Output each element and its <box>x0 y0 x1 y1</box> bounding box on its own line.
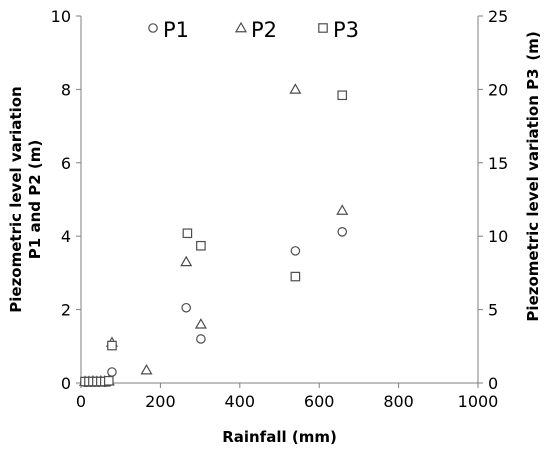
x-tick-label: 200 <box>145 392 176 411</box>
x-tick-label: 1000 <box>458 392 499 411</box>
legend-marker-p2 <box>234 21 248 33</box>
axis-titles: Rainfall (mm) Piezometric level variatio… <box>7 31 542 446</box>
data-point-p3 <box>182 228 193 239</box>
right-y-tick-label: 10 <box>488 227 508 246</box>
data-point-p3 <box>103 375 114 386</box>
right-y-tick-label: 15 <box>488 154 508 173</box>
left-y-tick-label: 8 <box>61 80 71 99</box>
data-point-p3 <box>107 340 117 351</box>
right-y-tick-label: 20 <box>488 80 508 99</box>
x-tick-label: 400 <box>225 392 256 411</box>
legend-label-p3: P3 <box>333 18 359 42</box>
legend-item-p3: P3 <box>318 18 359 42</box>
right-y-axis-title-line1: Piezometric level variation P3 <box>524 68 542 321</box>
legend-item-p2: P2 <box>234 18 277 42</box>
left-y-tick-label: 10 <box>51 7 71 26</box>
right-y-tick-label: 0 <box>488 374 498 393</box>
left-y-tick-label: 6 <box>61 154 71 173</box>
axes <box>76 15 483 388</box>
data-point-p3 <box>337 90 348 101</box>
data-point-p1 <box>196 334 206 344</box>
left-y-tick-label: 0 <box>61 374 71 393</box>
data-point-p1 <box>181 302 192 313</box>
left-y-axis-title-line2: P1 and P2 (m) <box>26 140 44 259</box>
data-point-p2 <box>289 83 302 94</box>
x-tick-label: 600 <box>304 392 335 411</box>
left-y-axis-title-line1: Piezometric level variation <box>7 86 25 312</box>
legend-label-p2: P2 <box>251 18 277 42</box>
data-point-p2 <box>140 363 153 375</box>
right-y-tick-label: 5 <box>488 301 498 320</box>
data-point-p1 <box>337 226 348 237</box>
x-axis-title: Rainfall (mm) <box>222 428 337 446</box>
data-point-p2 <box>194 318 207 329</box>
left-y-tick-label: 2 <box>61 301 71 320</box>
data-point-p1 <box>290 246 301 256</box>
series-p3 <box>80 90 348 387</box>
data-point-p3 <box>290 271 301 282</box>
legend-item-p1: P1 <box>148 18 189 42</box>
left-y-tick-label: 4 <box>61 227 71 246</box>
right-y-axis-title-line2: (m) <box>524 31 542 60</box>
x-tick-label: 800 <box>383 392 414 411</box>
legend-label-p1: P1 <box>163 18 189 42</box>
legend-marker-p3 <box>318 23 328 33</box>
x-tick-label: 0 <box>76 392 86 411</box>
data-point-p1 <box>107 367 117 377</box>
data-point-p2 <box>180 255 193 267</box>
legend-marker-p1 <box>148 23 158 33</box>
data-point-p2 <box>336 204 349 215</box>
right-y-tick-label: 25 <box>488 7 508 26</box>
series-p2 <box>78 83 349 386</box>
series-p1 <box>80 226 348 388</box>
legend: P1 P2 P3 <box>148 18 359 42</box>
data-point-p3 <box>196 240 206 251</box>
data-points <box>78 83 349 388</box>
